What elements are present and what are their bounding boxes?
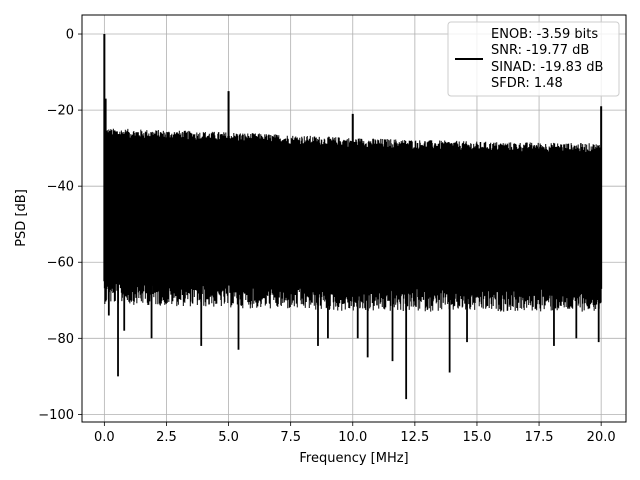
y-tick-label: −40 bbox=[47, 180, 74, 195]
y-tick-label: −20 bbox=[47, 104, 74, 119]
x-tick-label: 15.0 bbox=[462, 430, 491, 445]
x-tick-label: 7.5 bbox=[280, 430, 301, 445]
legend-box bbox=[447, 21, 620, 97]
y-tick-label: −80 bbox=[47, 332, 74, 347]
x-tick-label: 0.0 bbox=[94, 430, 115, 445]
x-tick-label: 5.0 bbox=[218, 430, 239, 445]
x-tick-label: 10.0 bbox=[338, 430, 367, 445]
x-axis-label: Frequency [MHz] bbox=[299, 451, 408, 466]
x-tick-label: 17.5 bbox=[525, 430, 554, 445]
x-tick-label: 12.5 bbox=[400, 430, 429, 445]
y-tick-label: 0 bbox=[66, 28, 74, 43]
legend-entry-snr: SNR: -19.77 dB bbox=[491, 43, 589, 58]
y-axis-label: PSD [dB] bbox=[14, 189, 29, 247]
y-tick-label: −100 bbox=[38, 408, 74, 423]
x-tick-label: 20.0 bbox=[587, 430, 616, 445]
x-tick-label: 2.5 bbox=[156, 430, 177, 445]
legend-entry-enob: ENOB: -3.59 bits bbox=[491, 27, 598, 42]
x-axis-ticks: 0.0 2.5 5.0 7.5 10.0 12.5 15.0 17.5 20.0 bbox=[94, 422, 616, 445]
plot-frame bbox=[81, 14, 627, 423]
y-tick-label: −60 bbox=[47, 256, 74, 271]
y-axis-ticks: 0 −20 −40 −60 −80 −100 bbox=[38, 28, 82, 423]
legend: ENOB: -3.59 bits SNR: -19.77 dB SINAD: -… bbox=[447, 21, 620, 97]
psd-series bbox=[103, 34, 603, 400]
legend-entry-sinad: SINAD: -19.83 dB bbox=[491, 60, 603, 75]
legend-entry-sfdr: SFDR: 1.48 bbox=[491, 76, 563, 91]
